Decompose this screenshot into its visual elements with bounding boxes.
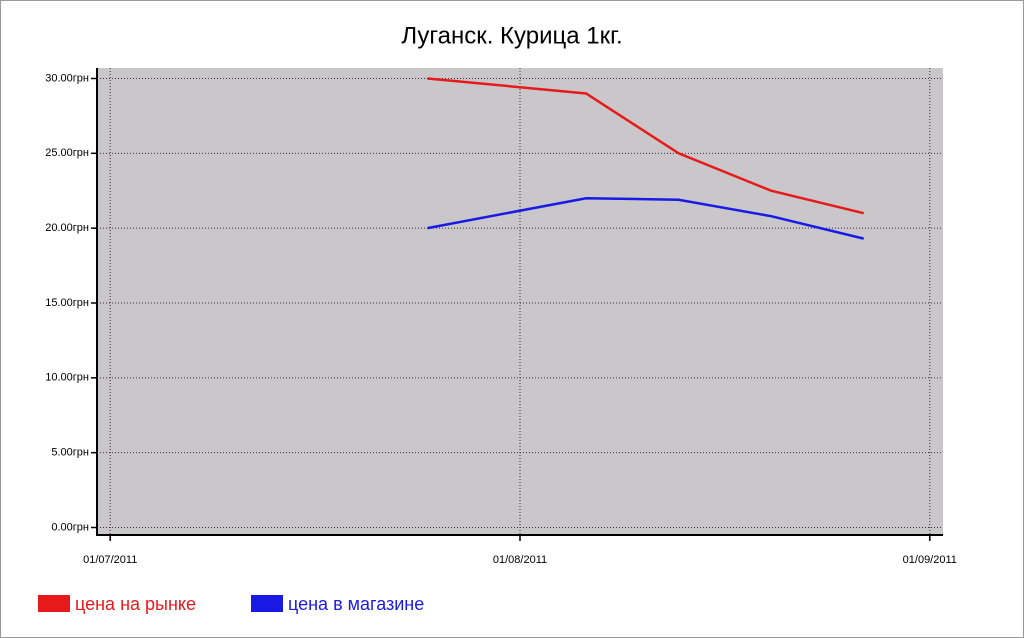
legend-label: цена на рынке (75, 594, 196, 614)
legend-swatch (251, 595, 283, 612)
y-tick-label: 0.00грн (51, 521, 89, 533)
y-tick-label: 10.00грн (45, 372, 89, 384)
plot-area (97, 68, 943, 535)
y-tick-label: 25.00грн (45, 147, 89, 159)
y-tick-label: 30.00грн (45, 72, 89, 84)
chart-title: Луганск. Курица 1кг. (401, 22, 622, 49)
x-tick-label: 01/08/2011 (493, 554, 547, 566)
x-tick-label: 01/07/2011 (83, 554, 137, 566)
y-tick-label: 15.00грн (45, 297, 89, 309)
x-tick-label: 01/09/2011 (903, 554, 957, 566)
y-tick-label: 5.00грн (51, 447, 89, 459)
legend-swatch (38, 595, 70, 612)
y-tick-label: 20.00грн (45, 222, 89, 234)
series-line (427, 77, 864, 215)
series-line (427, 196, 864, 240)
legend-label: цена в магазине (288, 594, 424, 614)
